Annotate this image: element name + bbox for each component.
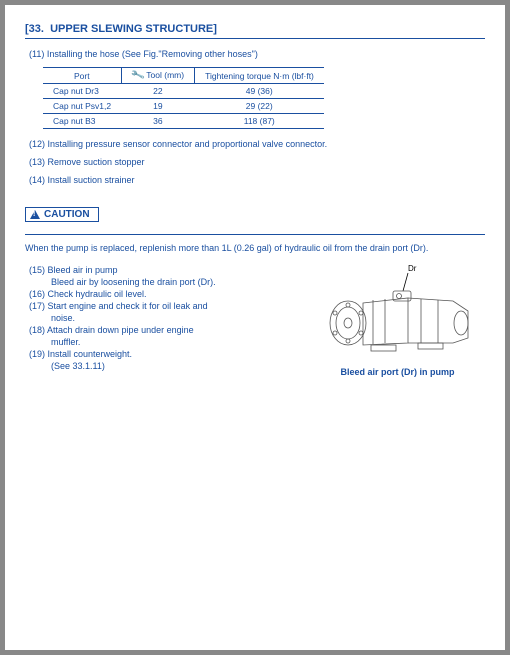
section-number: 33. [29, 23, 44, 35]
right-column: Dr [310, 263, 485, 377]
pump-caption: Bleed air port (Dr) in pump [310, 367, 485, 377]
port-table: Port 🔧 Tool (mm) Tightening torque N·m (… [43, 67, 324, 129]
item-18: (18) Attach drain down pipe under engine [25, 325, 302, 335]
item-14: (14) Install suction strainer [29, 175, 485, 185]
item-15-sub: Bleed air by loosening the drain port (D… [47, 277, 302, 287]
item-12: (12) Installing pressure sensor connecto… [29, 139, 485, 149]
item-19-sub: (See 33.1.11) [47, 361, 302, 371]
caution-note: When the pump is replaced, replenish mor… [25, 243, 485, 253]
pump-svg: Dr [313, 263, 483, 363]
table-row: Cap nut B3 36 118 (87) [43, 114, 324, 129]
left-column: (15) Bleed air in pump Bleed air by loos… [25, 263, 302, 377]
th-tool: 🔧 Tool (mm) [121, 68, 194, 84]
item-15: (15) Bleed air in pump [25, 265, 302, 275]
section-title: UPPER SLEWING STRUCTURE [50, 23, 213, 35]
section-header: [33. UPPER SLEWING STRUCTURE] [25, 23, 485, 39]
th-port: Port [43, 68, 121, 84]
page: [33. UPPER SLEWING STRUCTURE] (11) Insta… [5, 5, 505, 650]
item-13: (13) Remove suction stopper [29, 157, 485, 167]
wrench-icon: 🔧 [130, 68, 145, 83]
item-16: (16) Check hydraulic oil level. [25, 289, 302, 299]
item-17-sub: noise. [47, 313, 302, 323]
caution-label: CAUTION [44, 209, 90, 220]
warning-triangle-icon [30, 210, 40, 219]
caution-box: CAUTION [25, 207, 99, 222]
dr-label: Dr [408, 264, 417, 273]
th-torque: Tightening torque N·m (lbf·ft) [195, 68, 324, 84]
item-11: (11) Installing the hose (See Fig."Remov… [29, 49, 485, 59]
table-row: Cap nut Dr3 22 49 (36) [43, 84, 324, 99]
two-column: (15) Bleed air in pump Bleed air by loos… [25, 263, 485, 377]
table-row: Cap nut Psv1,2 19 29 (22) [43, 99, 324, 114]
item-19: (19) Install counterweight. [25, 349, 302, 359]
pump-figure: Dr [313, 263, 483, 363]
divider [25, 234, 485, 235]
item-17: (17) Start engine and check it for oil l… [25, 301, 302, 311]
item-18-sub: muffler. [47, 337, 302, 347]
